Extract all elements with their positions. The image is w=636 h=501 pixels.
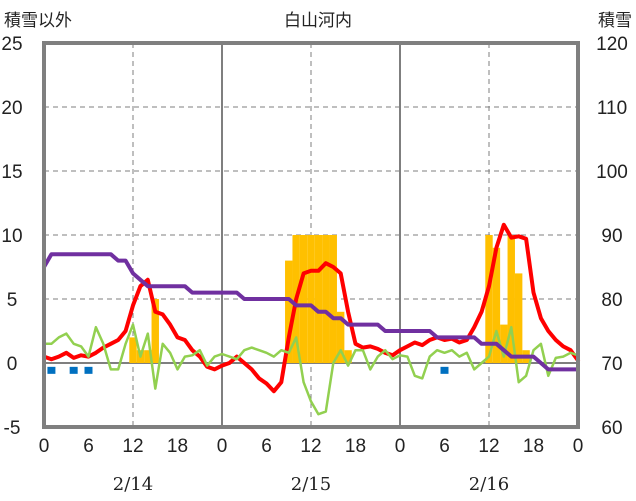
series-line: [42, 323, 580, 416]
precip-bar: [344, 350, 352, 363]
left-axis-title: 積雪以外: [4, 11, 72, 31]
precip-bar: [514, 273, 523, 363]
precip-bar: [492, 247, 501, 363]
left-tick-label: 10: [1, 226, 22, 247]
right-tick-label: 80: [601, 290, 622, 311]
right-axis-title: 積雪: [598, 11, 632, 31]
x-tick-label: 12: [122, 436, 143, 457]
square-marker: [84, 366, 93, 374]
precip-bar: [500, 324, 508, 363]
left-tick-label: 15: [1, 162, 22, 183]
date-labels: 2/14 2/15 2/16: [113, 474, 509, 495]
date-label: 2/14: [113, 474, 153, 495]
precip-bar: [322, 235, 330, 363]
x-tick-label: 18: [345, 436, 366, 457]
right-tick-label: 100: [596, 162, 628, 183]
left-tick-label: -5: [4, 418, 21, 439]
x-tick-label: 0: [573, 436, 584, 457]
square-marker-series: [47, 366, 449, 374]
x-tick-label: 6: [439, 436, 450, 457]
square-marker: [440, 366, 449, 374]
date-label: 2/15: [291, 474, 331, 495]
series-line: [42, 222, 580, 394]
precip-bar: [129, 337, 137, 363]
x-tick-label: 6: [83, 436, 94, 457]
precip-bar: [329, 235, 337, 363]
right-tick-label: 90: [601, 226, 622, 247]
left-tick-label: 25: [1, 34, 22, 55]
x-tick-label: 0: [39, 436, 50, 457]
precip-bar: [507, 235, 515, 363]
series-line: [42, 252, 580, 372]
plot-frame: [42, 41, 580, 429]
precip-bar: [314, 235, 323, 363]
right-tick-label: 110: [597, 98, 627, 119]
line-series: [42, 222, 580, 416]
left-tick-label: 5: [7, 290, 18, 311]
x-axis-tick-labels: 0 6 12 18 0 6 12 18 0 6 12 18 0: [39, 436, 584, 457]
precip-bar: [299, 235, 308, 363]
precip-bar: [285, 260, 293, 363]
precip-bar: [144, 350, 152, 363]
precip-bar: [336, 311, 345, 363]
x-tick-label: 0: [395, 436, 406, 457]
square-marker: [47, 366, 56, 374]
square-marker: [69, 366, 78, 374]
right-tick-label: 120: [596, 34, 628, 55]
right-tick-label: 70: [601, 354, 622, 375]
x-tick-label: 6: [261, 436, 272, 457]
x-tick-label: 12: [300, 436, 321, 457]
precip-bar: [485, 235, 493, 363]
left-axis-tick-labels: -5 0 5 10 15 20 25: [1, 34, 22, 439]
left-tick-label: 20: [1, 98, 22, 119]
chart-title: 白山河内: [284, 11, 352, 31]
right-tick-label: 60: [601, 418, 622, 439]
precip-bar: [307, 235, 315, 363]
x-tick-label: 18: [523, 436, 544, 457]
precip-bar: [151, 299, 159, 363]
left-tick-label: 0: [7, 354, 18, 375]
x-tick-label: 12: [478, 436, 499, 457]
x-tick-label: 0: [217, 436, 228, 457]
right-axis-tick-labels: 60 70 80 90 100 110 120: [596, 34, 628, 439]
x-tick-label: 18: [167, 436, 188, 457]
date-label: 2/16: [469, 474, 509, 495]
